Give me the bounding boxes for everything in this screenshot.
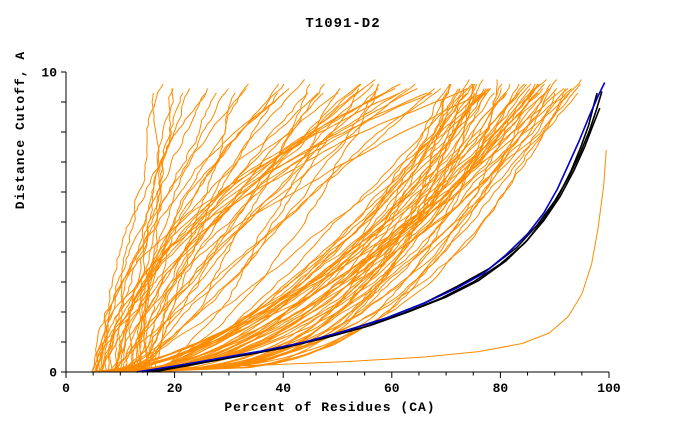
- ensemble-curve: [138, 88, 229, 373]
- ensemble-curve: [104, 88, 290, 373]
- ensemble-curve: [108, 88, 174, 373]
- ensemble-curve: [116, 92, 309, 373]
- ensemble-curve: [109, 88, 531, 373]
- ensemble-curve: [147, 79, 305, 373]
- x-axis-label: Percent of Residues (CA): [224, 400, 435, 415]
- ensemble-curve: [139, 83, 545, 373]
- ensemble-curve: [114, 83, 527, 373]
- ensemble-curve: [91, 79, 376, 373]
- ensemble-curve: [109, 92, 487, 373]
- blue-model-curve: [136, 82, 606, 373]
- ensemble-curve: [117, 83, 511, 373]
- ensemble-curve: [115, 92, 579, 373]
- ensemble-curve: [133, 83, 475, 373]
- ensemble-curve: [115, 83, 380, 373]
- ensemble-curve: [137, 83, 285, 373]
- x-tick-label: 0: [62, 381, 70, 396]
- ensemble-curve: [110, 92, 520, 373]
- ensemble-curve: [143, 88, 436, 373]
- ensemble-curve: [100, 92, 207, 373]
- ensemble-curve: [144, 83, 379, 373]
- ensemble-curve: [116, 88, 247, 373]
- ensemble-curve: [121, 83, 450, 373]
- ensemble-curve: [133, 92, 428, 373]
- ensemble-curve: [131, 83, 536, 373]
- ensemble-curve: [95, 92, 433, 373]
- ensemble-curve: [121, 79, 498, 373]
- x-tick-label: 20: [167, 381, 183, 396]
- ensemble-curve: [151, 79, 582, 373]
- ensemble-curve: [142, 83, 520, 373]
- ensemble-curve: [114, 88, 418, 373]
- ensemble-curve: [134, 79, 548, 373]
- ensemble-curve: [113, 83, 452, 373]
- ensemble-curve: [131, 83, 532, 373]
- y-tick-label: 10: [41, 66, 57, 81]
- plot-title: T1091-D2: [305, 16, 380, 32]
- ensemble-curve: [124, 92, 556, 373]
- ensemble-curve: [97, 88, 558, 373]
- y-axis-label: Distance Cutoff, A: [13, 51, 28, 209]
- curves-layer: [91, 79, 607, 373]
- ensemble-curve: [91, 88, 491, 373]
- ensemble-curve: [131, 79, 484, 373]
- x-tick-label: 60: [384, 381, 400, 396]
- ensemble-curve: [102, 88, 565, 373]
- x-tick-label: 100: [597, 381, 621, 396]
- ensemble-curve: [100, 88, 544, 373]
- ensemble-curve: [120, 88, 379, 373]
- x-tick-label: 80: [493, 381, 509, 396]
- ensemble-curve: [124, 92, 484, 373]
- ensemble-curve: [149, 83, 374, 373]
- ensemble-curve: [141, 92, 161, 373]
- orange-low-tail-curve: [109, 149, 607, 371]
- ensemble-curve: [136, 88, 174, 373]
- ensemble-curve: [120, 92, 386, 373]
- x-tick-label: 40: [275, 381, 291, 396]
- ensemble-curve: [101, 92, 319, 373]
- ensemble-curve: [111, 88, 442, 373]
- ensemble-curve: [149, 88, 341, 373]
- y-tick-label: 0: [49, 366, 57, 381]
- ensemble-curve: [107, 88, 360, 373]
